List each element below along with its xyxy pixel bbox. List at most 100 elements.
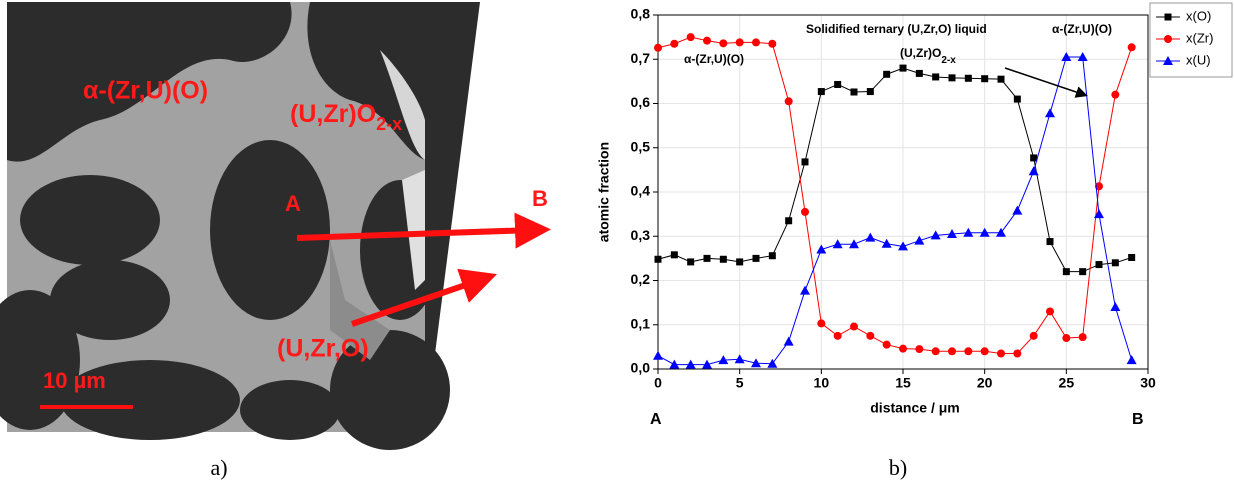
data-point (703, 254, 711, 262)
data-point (1030, 154, 1038, 162)
data-point (654, 43, 662, 52)
data-point (964, 347, 973, 356)
legend-label: x(U) (1186, 52, 1211, 67)
data-point (669, 359, 680, 369)
data-point (964, 74, 972, 82)
data-point (702, 359, 712, 369)
data-point (850, 322, 858, 331)
caption: b) (889, 455, 907, 480)
phase-label: (U,Zr,O) (277, 335, 369, 363)
x-tick-label: 5 (736, 375, 744, 391)
data-point (947, 229, 957, 239)
data-point (735, 38, 744, 47)
data-point (997, 349, 1005, 358)
data-point (686, 33, 695, 42)
micrograph: α-(Zr,U)(O) (U,Zr)O2-x A B (U,Zr,O) 10 µ… (0, 2, 551, 450)
data-point (1028, 166, 1039, 176)
data-point (1077, 52, 1088, 62)
data-point (963, 227, 974, 237)
legend-label: x(Zr) (1186, 30, 1213, 45)
data-point (832, 239, 843, 249)
data-point (801, 207, 809, 216)
formula: (U,Zr)O (290, 100, 376, 128)
data-point (1127, 43, 1136, 52)
chart: 0,0 0,1 0,2 0,3 0,4 0,5 0,6 0,7 0,8 0 5 10 15 20 25 30 d… (596, 2, 1233, 428)
data-point (685, 359, 696, 369)
data-point (767, 358, 778, 368)
data-point (817, 319, 826, 328)
data-point (1095, 261, 1103, 269)
data-point (930, 230, 941, 240)
data-point (981, 75, 989, 83)
y-tick-label: 0,5 (631, 138, 651, 154)
data-point (849, 239, 859, 249)
data-point (1094, 209, 1104, 219)
data-point (1163, 56, 1173, 65)
data-point (653, 350, 663, 360)
subscript: 2-x (941, 55, 956, 66)
series-line (657, 36, 1133, 355)
data-point (914, 235, 925, 245)
data-point (1045, 108, 1055, 118)
data-point (800, 285, 810, 295)
data-point (1061, 52, 1072, 62)
y-tick-label: 0,4 (631, 183, 651, 199)
data-point (899, 64, 907, 72)
annotation: α-(Zr,U)(O) (684, 52, 744, 66)
data-point (1029, 331, 1038, 340)
data-point (948, 74, 956, 82)
data-point (1111, 90, 1120, 99)
data-point (768, 39, 777, 48)
data-point (980, 347, 989, 356)
y-tick-label: 0,3 (631, 227, 651, 243)
data-point (687, 258, 695, 266)
data-point (1046, 238, 1054, 246)
y-tick-label: 0,8 (631, 6, 651, 22)
phase-label: α-(Zr,U)(O) (83, 77, 208, 105)
y-axis-label: atomic fraction (596, 142, 612, 242)
data-point (899, 344, 907, 353)
annotation: Solidified ternary (U,Zr,O) liquid (806, 22, 987, 36)
data-point (703, 36, 711, 45)
data-point (670, 251, 678, 259)
x-tick-label: 25 (1059, 375, 1075, 391)
y-tick-label: 0,0 (631, 360, 651, 376)
data-point (719, 255, 727, 263)
data-point (768, 252, 776, 260)
data-point (882, 340, 891, 349)
subscript: 2-x (376, 114, 402, 134)
data-point (1126, 355, 1137, 365)
data-point (1110, 302, 1121, 312)
data-point (654, 255, 662, 263)
data-point (719, 39, 728, 48)
data-point (932, 73, 940, 81)
data-point (881, 238, 892, 248)
y-tick-label: 0,7 (631, 50, 651, 66)
data-point (866, 331, 875, 340)
data-point (915, 345, 924, 354)
data-point (1062, 334, 1071, 343)
annotation: α-(Zr,U)(O) (1052, 22, 1112, 36)
data-point (834, 80, 842, 88)
data-point (996, 227, 1006, 237)
data-point (1164, 13, 1172, 21)
legend-label: x(O) (1186, 8, 1211, 23)
annotation: (U,Zr)O2-x (900, 46, 956, 65)
formula: (U,Zr)O (900, 46, 941, 60)
x-tick-label: 10 (814, 375, 830, 391)
x-tick-label: 15 (895, 375, 911, 391)
y-tick-label: 0,2 (631, 271, 651, 287)
data-point (1062, 268, 1070, 276)
y-tick-label: 0,6 (631, 94, 651, 110)
plot-frame (657, 14, 1149, 370)
y-tick-label: 0,1 (631, 315, 651, 331)
data-point (734, 354, 745, 364)
data-point (833, 331, 842, 340)
data-point (670, 39, 679, 48)
axis-end-label: B (1132, 411, 1144, 428)
series-line (657, 67, 1132, 273)
data-point (816, 244, 827, 254)
data-point (1111, 259, 1119, 267)
data-point (1078, 333, 1087, 342)
